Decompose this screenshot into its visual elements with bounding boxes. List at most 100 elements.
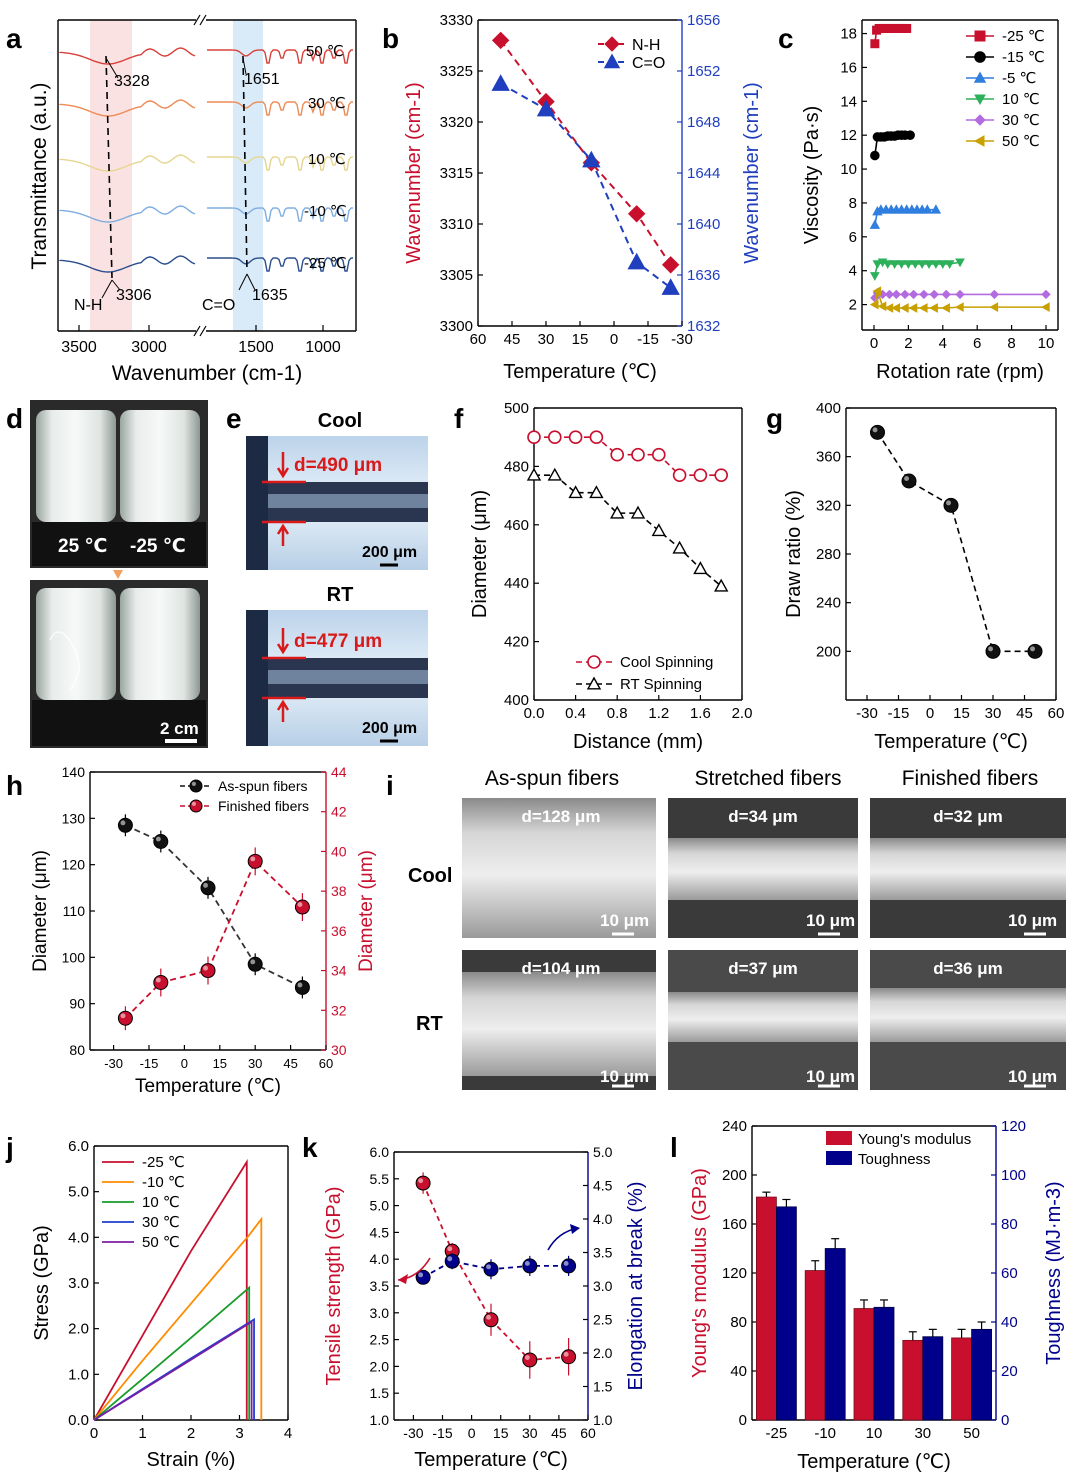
y-tick-label: 32 <box>331 1002 347 1018</box>
data-point <box>941 289 951 300</box>
y-tick-label: 5.0 <box>370 1198 390 1214</box>
y-axis-label-right: Elongation at break (%) <box>625 1181 647 1390</box>
legend-label-co: C=O <box>632 55 665 72</box>
y-tick-label: 200 <box>816 643 841 660</box>
data-point <box>714 578 729 592</box>
x-tick-label: -30 <box>104 1056 123 1071</box>
panel-a-xtick: 3500 <box>61 339 97 356</box>
y-tick-label: 1.0 <box>593 1412 613 1428</box>
x-tick-label: 0 <box>870 335 878 352</box>
y-tick-label: 1640 <box>687 216 720 233</box>
y-tick-label: 1.5 <box>370 1385 390 1401</box>
data-point <box>1040 302 1050 312</box>
y-tick-label: 3315 <box>440 165 473 182</box>
y-tick-label: 38 <box>331 883 347 899</box>
x-tick-label: -30 <box>403 1425 423 1441</box>
ftir-spectrum-right <box>207 207 354 222</box>
sem-rt-finished-d: d=36 μm <box>933 959 1002 978</box>
legend-label: 50 ℃ <box>1002 133 1040 150</box>
data-point-as-spun <box>153 834 169 849</box>
data-point <box>891 303 901 313</box>
data-point-finished <box>153 974 169 990</box>
x-axis-label: Temperature (℃) <box>503 361 657 383</box>
y-tick-label: 5.5 <box>370 1171 390 1187</box>
data-point <box>903 260 914 269</box>
x-tick-label: 0 <box>90 1425 98 1442</box>
y-tick-label: 3300 <box>440 318 473 335</box>
data-point <box>955 289 965 300</box>
data-point <box>989 289 1000 300</box>
data-point-tensile-highlight <box>486 1314 491 1320</box>
data-point-highlight <box>988 646 993 652</box>
legend-marker-nh <box>604 36 620 52</box>
x-tick-label: 2 <box>904 335 912 352</box>
data-point <box>672 468 687 482</box>
legend-swatch-toughness <box>826 1151 852 1165</box>
data-point-tensile-highlight <box>524 1355 530 1360</box>
ftir-spectrum-left <box>59 99 196 117</box>
bar-youngs-modulus <box>804 1270 826 1421</box>
data-point <box>651 523 666 537</box>
data-point-co <box>661 278 680 295</box>
y-tick-label: 80 <box>730 1314 747 1331</box>
y-tick-label: 0 <box>739 1412 747 1429</box>
data-point <box>929 289 939 300</box>
data-point-finished-highlight <box>155 977 161 983</box>
data-point-tensile <box>483 1312 499 1328</box>
legend-marker <box>974 51 986 63</box>
nh-shift-line <box>105 55 113 279</box>
legend-label: -25 ℃ <box>142 1154 185 1171</box>
co-highlight-band <box>233 20 263 331</box>
y-tick-label: 1656 <box>687 12 720 29</box>
y-tick-label: 14 <box>840 93 857 110</box>
temp-label-10: 10 ℃ <box>308 151 346 168</box>
y-axis-label: Young's modulus (GPa) <box>689 1168 711 1378</box>
arrow-down-icon <box>113 570 123 579</box>
y-axis-label: Draw ratio (%) <box>783 490 805 618</box>
x-tick-label: -15 <box>888 705 910 722</box>
sem-rt-as-spun-d: d=104 μm <box>522 959 601 978</box>
data-point-elongation <box>561 1258 577 1274</box>
data-point <box>924 260 934 269</box>
data-point <box>568 430 583 445</box>
data-point-finished <box>200 963 216 979</box>
x-tick-label: 45 <box>1016 705 1033 722</box>
jar-label-25: 25 ℃ <box>58 536 107 557</box>
data-point <box>943 497 959 513</box>
x-tick-label: 10 <box>866 1425 883 1442</box>
legend-label: Young's modulus <box>858 1131 971 1148</box>
panel-a-xtick: 1000 <box>305 339 341 356</box>
legend-swatch-modulus <box>826 1131 852 1145</box>
data-point-co <box>536 99 556 117</box>
data-point-nh <box>491 31 510 50</box>
y-tick-label: 4.0 <box>593 1211 613 1227</box>
sem-cool-as-spun-d: d=128 μm <box>522 807 601 826</box>
data-point <box>919 289 929 300</box>
legend-marker <box>974 30 986 42</box>
y-tick-label: 6 <box>849 229 857 246</box>
data-point-as-spun <box>117 817 133 833</box>
y-tick-label: 6.0 <box>370 1144 390 1160</box>
data-point-elongation-highlight <box>524 1261 530 1266</box>
panel-letter-a: a <box>6 23 22 54</box>
legend-label: 50 ℃ <box>142 1234 180 1251</box>
legend-label: 10 ℃ <box>142 1194 180 1211</box>
data-point <box>869 219 881 229</box>
ftir-spectrum-left <box>59 255 196 273</box>
x-tick-label: 15 <box>572 331 589 348</box>
panel-c-chart: 0 2 4 6 8 10 2 4 6 8 10 12 14 16 18 Rotation rate (rpm)… <box>801 19 1059 383</box>
x-tick-label: 1 <box>138 1425 146 1442</box>
panel-letter-e: e <box>226 403 242 434</box>
data-point <box>937 260 948 269</box>
x-tick-label: 10 <box>1038 335 1055 352</box>
y-tick-label: 420 <box>504 634 529 651</box>
sem-row-rt: RT <box>416 1013 443 1035</box>
panel-b-chart: 60 45 30 15 0 -15 -30 3300 3305 3310 3315 3320 3325 3… <box>403 12 763 383</box>
y-axis-label: Wavenumber (cm-1) <box>403 82 425 264</box>
sem-scale: 10 μm <box>600 911 649 930</box>
x-tick-label: 3 <box>235 1425 243 1442</box>
x-tick-label: 45 <box>283 1056 297 1071</box>
y-axis-label: Diameter (μm) <box>30 850 51 972</box>
temp-label-m10: -10 ℃ <box>304 203 347 220</box>
y-tick-label: 100 <box>62 949 86 965</box>
